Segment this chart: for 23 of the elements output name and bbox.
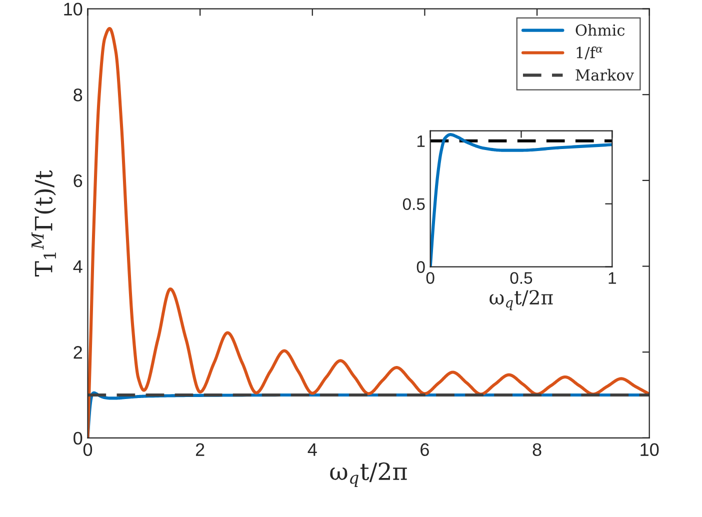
y-tick-label: 0 [74, 432, 82, 445]
y-tick-label: 4 [73, 260, 82, 273]
legend-label: Markov [576, 68, 634, 81]
x-tick-label: 1 [608, 272, 616, 284]
y-tick-label: 0.5 [402, 198, 425, 210]
legend-label: Ohmic [576, 24, 625, 36]
x-tick-label: 0.5 [510, 272, 532, 284]
x-tick-label: 4 [308, 443, 317, 456]
x-axis-title: ω$_{q}$t/2π [330, 462, 407, 488]
y-tick-label: 1 [417, 135, 425, 147]
y-tick-label: 2 [74, 346, 82, 359]
x-tick-label: 0 [83, 443, 92, 456]
y-tick-label: 6 [74, 174, 82, 188]
x-tick-label: 10 [640, 443, 659, 456]
y-tick-label: 8 [74, 88, 82, 102]
y-tick-label: 10 [64, 2, 82, 16]
x-tick-label: 0 [426, 272, 434, 284]
y-tick-label: 0 [416, 261, 425, 273]
y-axis-title: T$_{1}$$^{M}$Γ(t)/t [32, 170, 56, 276]
x-tick-label: 8 [532, 443, 542, 456]
legend-label: 1/f$^{α}$ [576, 46, 603, 60]
x-tick-label: 2 [196, 443, 204, 456]
x-axis-title: ω$_{q}$t/2π [490, 290, 553, 310]
